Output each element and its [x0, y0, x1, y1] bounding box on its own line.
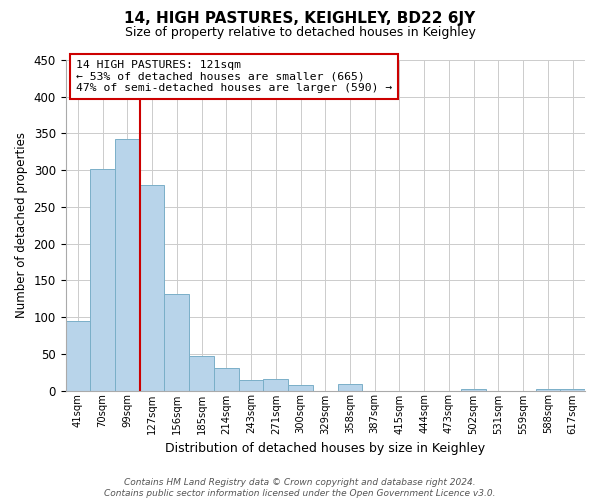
Bar	[288, 384, 313, 390]
Text: 14, HIGH PASTURES, KEIGHLEY, BD22 6JY: 14, HIGH PASTURES, KEIGHLEY, BD22 6JY	[124, 11, 476, 26]
Bar	[214, 368, 239, 390]
Bar	[338, 384, 362, 390]
Y-axis label: Number of detached properties: Number of detached properties	[15, 132, 28, 318]
Bar	[263, 380, 288, 390]
Bar	[461, 389, 486, 390]
Bar	[536, 389, 560, 390]
Bar	[90, 168, 115, 390]
Bar	[239, 380, 263, 390]
Text: 14 HIGH PASTURES: 121sqm
← 53% of detached houses are smaller (665)
47% of semi-: 14 HIGH PASTURES: 121sqm ← 53% of detach…	[76, 60, 392, 93]
Text: Size of property relative to detached houses in Keighley: Size of property relative to detached ho…	[125, 26, 475, 39]
Bar	[560, 389, 585, 390]
Text: Contains HM Land Registry data © Crown copyright and database right 2024.
Contai: Contains HM Land Registry data © Crown c…	[104, 478, 496, 498]
Bar	[115, 140, 140, 390]
Bar	[65, 320, 90, 390]
Bar	[140, 185, 164, 390]
X-axis label: Distribution of detached houses by size in Keighley: Distribution of detached houses by size …	[165, 442, 485, 455]
Bar	[189, 356, 214, 390]
Bar	[164, 294, 189, 390]
